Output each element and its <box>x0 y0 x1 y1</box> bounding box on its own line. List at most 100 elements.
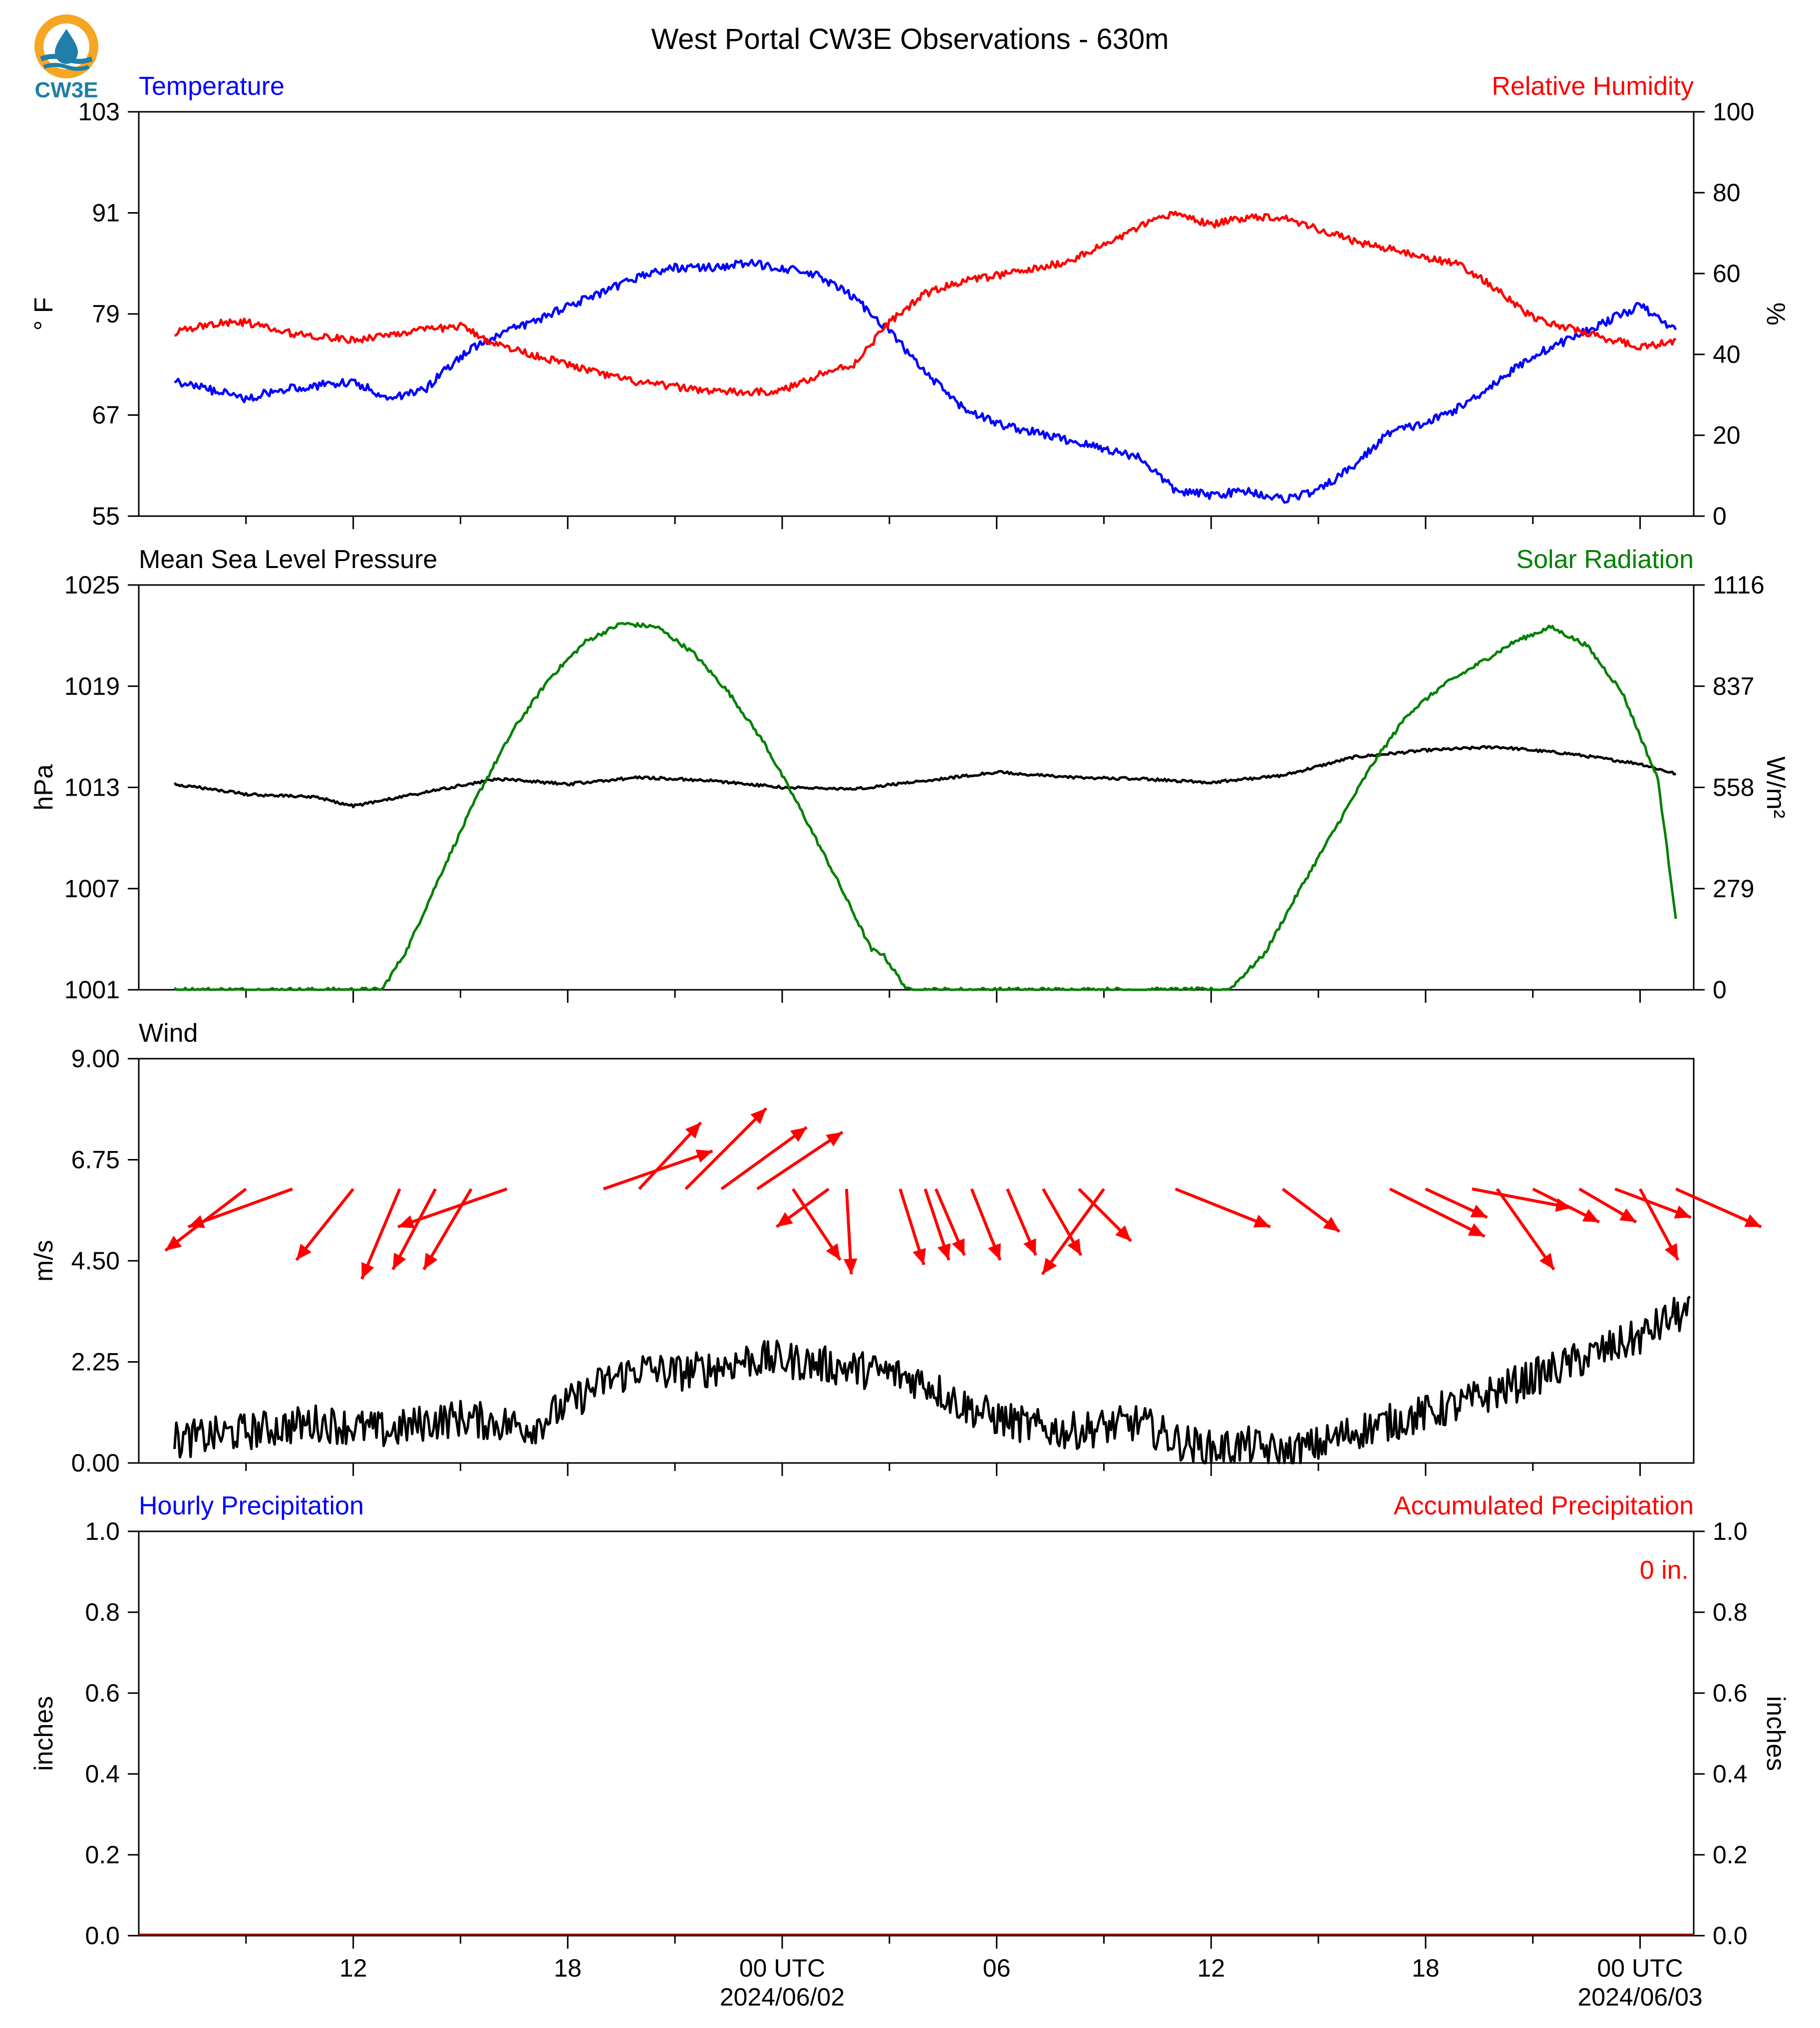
y-axis-label: ° F <box>29 297 58 330</box>
wind-arrow-head <box>1023 1238 1036 1255</box>
panel-title-right: Accumulated Precipitation <box>1394 1491 1694 1520</box>
panel-title-left: Temperature <box>139 72 285 101</box>
y-right-tick-label: 100 <box>1713 98 1754 126</box>
wind-arrow-shaft <box>422 1188 473 1271</box>
logo-text: CW3E <box>34 78 98 102</box>
accumulated-precip-annotation: 0 in. <box>1640 1556 1689 1585</box>
y-tick-label: 0.2 <box>85 1841 120 1869</box>
y-tick-label: 1019 <box>64 672 120 700</box>
wind-arrow-head <box>1253 1214 1270 1228</box>
wind-arrow-head <box>912 1248 926 1265</box>
y-axis-label-right: W/m² <box>1761 756 1790 818</box>
wind-arrow-head <box>1619 1208 1636 1222</box>
x-tick-label: 18 <box>1412 1954 1440 1982</box>
wind-arrow-head <box>790 1127 807 1142</box>
y-tick-label: 2.25 <box>71 1348 120 1376</box>
wind-arrow-head <box>1674 1205 1691 1219</box>
wind-arrow-head <box>1115 1225 1131 1241</box>
panel-title-left: Hourly Precipitation <box>139 1491 364 1520</box>
panel-2-frame <box>138 584 1695 991</box>
wind-arrow-shaft <box>756 1131 844 1190</box>
wind-arrow-head <box>695 1150 713 1163</box>
x-date-label: 2024/06/02 <box>720 1983 845 2011</box>
panel-title-right: Relative Humidity <box>1492 72 1694 101</box>
wind-arrow-head <box>776 1212 793 1227</box>
wind-arrow-head <box>296 1243 311 1260</box>
panel-title-right: Solar Radiation <box>1516 545 1694 574</box>
solar-radiation-line <box>173 621 1677 991</box>
wind-arrow-head <box>424 1252 438 1270</box>
x-tick-label: 06 <box>983 1954 1011 1982</box>
logo-wave <box>43 63 90 71</box>
wind-arrow-head <box>1042 1257 1057 1274</box>
wind-arrow-head <box>951 1238 965 1255</box>
humidity-line <box>174 210 1677 397</box>
y-right-tick-label: 80 <box>1713 179 1741 207</box>
y-axis-label: hPa <box>29 764 58 811</box>
wind-arrow-shaft <box>1389 1187 1486 1238</box>
wind-arrow-head <box>988 1243 1001 1260</box>
y-tick-label: 103 <box>78 98 120 126</box>
y-right-tick-label: 60 <box>1713 260 1741 288</box>
y-tick-label: 55 <box>92 502 120 530</box>
y-tick-label: 1.0 <box>85 1517 120 1545</box>
wind-arrow-head <box>826 1132 843 1147</box>
wind-arrow-head <box>826 1243 841 1260</box>
cw3e-logo: CW3E <box>34 14 98 102</box>
y-axis-label: m/s <box>29 1240 58 1282</box>
y-tick-label: 0.0 <box>85 1922 120 1950</box>
wind-arrow-head <box>1539 1253 1554 1270</box>
wind-arrow-shaft <box>360 1188 401 1280</box>
y-axis-label: inches <box>29 1696 58 1771</box>
y-tick-label: 0.6 <box>85 1679 120 1707</box>
y-right-tick-label: 40 <box>1713 340 1741 368</box>
logo-ring <box>34 14 98 78</box>
wind-arrow-shaft <box>1175 1187 1271 1228</box>
y-right-tick-label: 279 <box>1713 874 1754 902</box>
wind-arrow-shaft <box>720 1126 808 1190</box>
y-tick-label: 6.75 <box>71 1146 120 1174</box>
y-tick-label: 1025 <box>64 571 120 599</box>
y-right-tick-label: 0.6 <box>1713 1679 1748 1707</box>
wind-arrow-head <box>685 1123 701 1139</box>
y-right-tick-label: 0.0 <box>1713 1922 1748 1950</box>
wind-arrow-head <box>937 1243 951 1260</box>
page-title: West Portal CW3E Observations - 630m <box>651 23 1169 55</box>
panel-title-left: Mean Sea Level Pressure <box>139 545 437 574</box>
y-right-tick-label: 1116 <box>1713 571 1765 599</box>
y-tick-label: 1007 <box>64 874 120 902</box>
wind-arrow-shaft <box>1041 1188 1105 1275</box>
wind-arrow-head <box>1470 1204 1488 1217</box>
wind-arrow-head <box>361 1262 374 1279</box>
x-tick-label: 12 <box>339 1954 367 1982</box>
wind-arrow-head <box>1582 1209 1599 1222</box>
y-right-tick-label: 1.0 <box>1713 1517 1748 1545</box>
wind-arrow-head <box>188 1215 205 1228</box>
panel-1-frame <box>138 111 1695 517</box>
wind-arrow-shaft <box>1675 1187 1762 1228</box>
wind-arrow-shaft <box>1496 1188 1555 1271</box>
wind-arrow-head <box>750 1108 767 1125</box>
y-tick-label: 0.00 <box>71 1449 120 1477</box>
y-right-tick-label: 0.2 <box>1713 1841 1748 1869</box>
y-tick-label: 9.00 <box>71 1045 120 1073</box>
y-right-tick-label: 558 <box>1713 774 1754 802</box>
y-tick-label: 1013 <box>64 774 120 802</box>
panel-title-left: Wind <box>139 1019 198 1048</box>
x-date-label: 2024/06/03 <box>1577 1983 1702 2011</box>
wind-arrow-head <box>1744 1214 1762 1227</box>
panel-4-frame <box>138 1530 1695 1937</box>
wind-arrow-shaft <box>397 1187 508 1228</box>
wind-arrow-head <box>843 1258 858 1274</box>
y-right-tick-label: 20 <box>1713 421 1741 449</box>
x-tick-label: 12 <box>1197 1954 1225 1982</box>
y-right-tick-label: 0.4 <box>1713 1760 1748 1788</box>
wind-arrow-head <box>165 1235 182 1251</box>
wind-arrow-shaft <box>187 1187 293 1228</box>
wind-arrow-head <box>392 1252 406 1270</box>
wind-arrow-head <box>1323 1216 1340 1232</box>
y-tick-label: 91 <box>92 199 120 227</box>
y-right-tick-label: 0.8 <box>1713 1598 1748 1626</box>
